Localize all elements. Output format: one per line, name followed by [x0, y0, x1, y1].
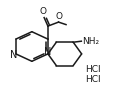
- Text: O: O: [56, 12, 63, 21]
- Text: O: O: [39, 7, 46, 16]
- Text: HCl: HCl: [85, 76, 101, 84]
- Text: N: N: [44, 47, 52, 57]
- Text: N: N: [10, 50, 17, 60]
- Text: NH₂: NH₂: [83, 37, 100, 46]
- Text: HCl: HCl: [85, 66, 101, 74]
